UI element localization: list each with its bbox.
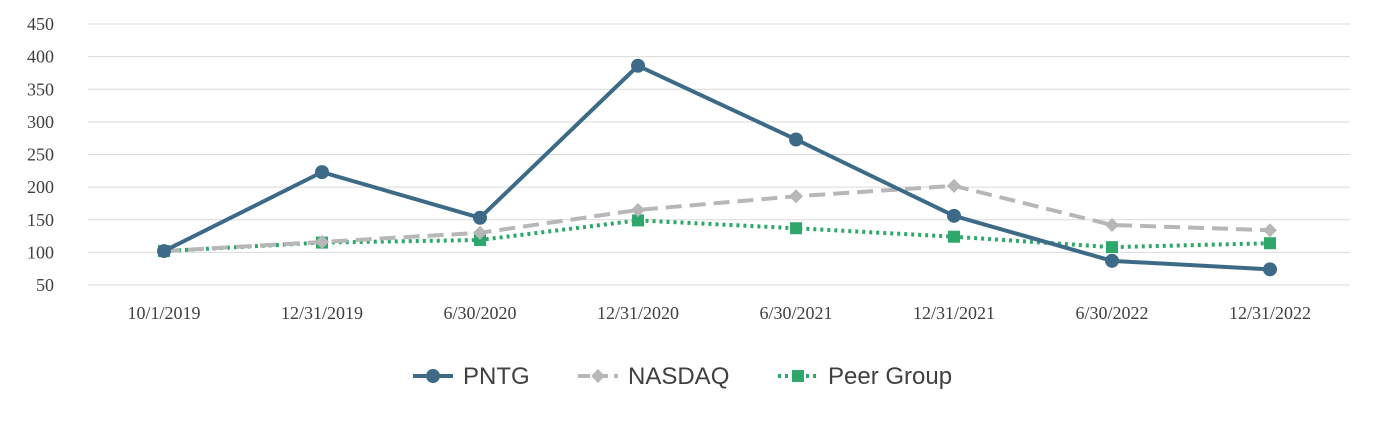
x-tick-label: 6/30/2022 <box>1075 303 1148 323</box>
x-axis-ticks: 10/1/2019 12/31/2019 6/30/2020 12/31/2020 6/… <box>127 303 1311 323</box>
data-point <box>790 222 802 235</box>
legend-label: Peer Group <box>828 363 952 390</box>
data-point <box>1105 217 1119 232</box>
series-line <box>163 218 1271 254</box>
legend-item: Peer Group <box>778 363 952 390</box>
data-point <box>631 58 645 73</box>
y-tick-label: 400 <box>27 47 54 67</box>
legend-marker <box>792 370 804 382</box>
y-tick-label: 250 <box>27 145 54 165</box>
y-tick-label: 300 <box>27 112 54 132</box>
legend-marker <box>591 369 605 383</box>
y-tick-label: 150 <box>27 210 54 230</box>
y-axis-ticks: 450 400 350 300 250 200 150 100 50 <box>27 14 54 295</box>
series-pntg <box>157 58 1277 277</box>
data-point <box>315 234 329 249</box>
series-group <box>157 58 1277 277</box>
y-tick-label: 200 <box>27 177 54 197</box>
x-tick-label: 10/1/2019 <box>127 303 200 323</box>
legend: PNTG NASDAQ Peer Group <box>413 363 952 390</box>
x-tick-label: 6/30/2021 <box>759 303 832 323</box>
series-peer-group <box>158 214 1276 258</box>
data-point <box>631 202 645 217</box>
data-point <box>947 208 961 223</box>
y-tick-label: 50 <box>36 275 54 295</box>
series-line <box>163 63 1271 272</box>
data-point <box>473 225 487 240</box>
x-tick-label: 12/31/2019 <box>281 303 363 323</box>
legend-label: PNTG <box>463 363 530 390</box>
data-point <box>1106 241 1118 254</box>
y-tick-label: 450 <box>27 14 54 34</box>
data-point <box>157 244 171 259</box>
y-tick-label: 100 <box>27 242 54 262</box>
data-point <box>948 230 960 243</box>
data-point <box>632 214 644 227</box>
gridlines <box>88 23 1350 286</box>
data-point <box>789 132 803 147</box>
data-point <box>789 189 803 204</box>
data-point <box>474 233 486 246</box>
data-point <box>1263 262 1277 277</box>
series-line <box>163 183 1271 254</box>
data-point <box>473 210 487 225</box>
data-point <box>1105 253 1119 268</box>
y-tick-label: 350 <box>27 79 54 99</box>
x-tick-label: 6/30/2020 <box>443 303 516 323</box>
x-tick-label: 12/31/2022 <box>1229 303 1311 323</box>
data-point <box>1263 223 1277 238</box>
x-tick-label: 12/31/2020 <box>597 303 679 323</box>
legend-item: PNTG <box>413 363 530 390</box>
x-tick-label: 12/31/2021 <box>913 303 995 323</box>
data-point <box>947 178 961 193</box>
legend-label: NASDAQ <box>628 363 729 390</box>
legend-marker <box>426 369 440 383</box>
data-point <box>1264 237 1276 250</box>
legend-item: NASDAQ <box>578 363 729 390</box>
data-point <box>315 165 329 180</box>
